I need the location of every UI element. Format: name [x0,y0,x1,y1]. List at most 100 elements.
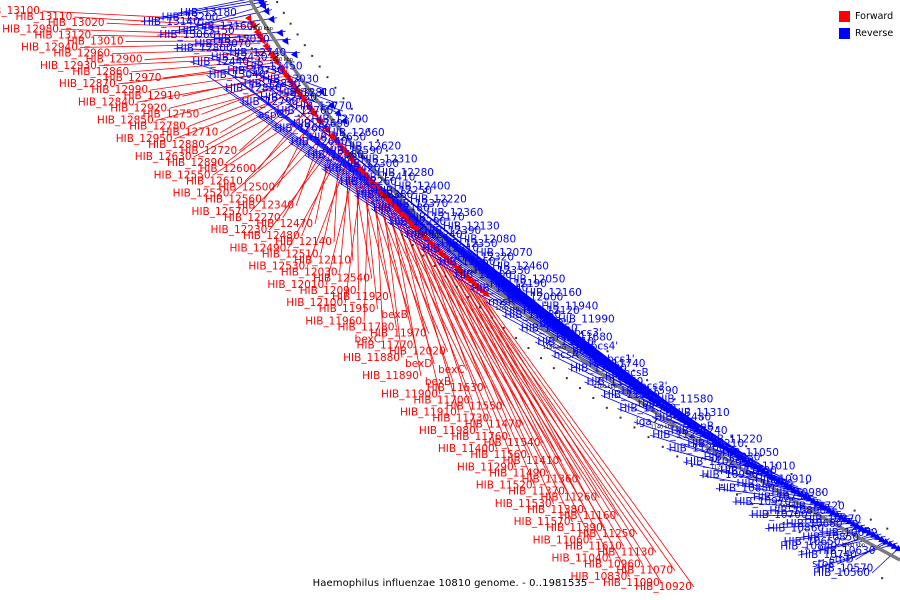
gene-label: HIB_12640 [291,136,348,148]
guide-dot [578,387,581,390]
label-leader [112,48,264,54]
guide-dot [326,76,329,79]
gene-label: HIB_12800 [176,43,233,55]
kbp-tick [499,300,504,305]
gene-label: HIB_12530 [248,261,305,273]
guide-dot [760,454,763,457]
guide-dot [552,367,555,370]
gene-arrow [890,542,899,549]
gene-label: HIB_11810 [537,336,594,348]
gene-label: HIB_12620 [344,140,401,152]
gene-label: HIB_12380 [357,189,414,201]
gene-label: HIB_12750 [143,108,200,120]
gene-label: HIB_12930 [40,60,97,72]
gene-label: HIB_10960 [584,559,641,571]
guide-dot [236,24,239,27]
gene-label: HIB_11540 [484,437,541,449]
gene-arrow [849,520,858,527]
guide-dot [490,316,493,319]
gene-label: HIB_11230 [652,429,709,441]
gene-features-layer [245,0,900,552]
label-leader [363,179,378,310]
guide-dot [568,321,571,324]
guide-dot [350,107,353,110]
guide-dot [502,326,505,329]
gene-arrow [861,526,870,534]
gene-label: HIB_10560 [813,567,870,579]
label-leader [201,81,287,115]
gene-label: HIB_11910 [400,407,457,419]
kbp-ticks-layer: 1300 kbp 1320 kbp 1300 kbp 1280 kbp 1260 kbp… [236,1,889,580]
label-leader [478,292,630,578]
gene-label: HIB_12280 [377,167,434,179]
gene-label: HIB_11310 [673,407,730,419]
label-leader [836,540,894,565]
gene-label: HIB_10870 [804,514,861,526]
guide-dot [444,275,447,278]
gene-labels-layer: HIB_13100HIB_13110HIB_13020HIB_12980HIB_… [0,5,878,593]
gene-label: HIB_12340 [237,200,294,212]
gene-label: HIB_10680 [786,518,843,530]
kbp-tick [654,418,658,423]
gene-label: HIB_12700 [311,114,368,126]
label-leader [225,103,303,164]
genome-caption: Haemophilus influenzae 10810 genome. - 0… [312,578,588,589]
gene-arrow [259,1,267,10]
label-leader [428,246,517,468]
label-leader [475,290,676,571]
label-leader [450,267,619,517]
gene-label: HIB_11370 [508,486,565,498]
gene-label: HIB_10920 [635,581,692,593]
guide-dot [243,36,246,39]
guide-dot [735,493,738,496]
kbp-tick-label: 1160 kbp [593,384,617,390]
gene-label: bexC [438,364,465,376]
guide-dot [701,417,704,420]
gene-arrow [878,535,887,543]
gene-label: HIB_12230 [211,224,268,236]
gene-label: HIB_12320 [457,251,514,263]
label-leader [420,239,498,450]
guide-dot [380,212,383,215]
label-leader [363,184,370,322]
gene-label: HIB_11250 [578,528,635,540]
kbp-tick-label: 1220 kbp [454,269,478,275]
gene-label: HIB_12200 [455,269,512,281]
guide-dot [273,81,276,84]
label-leader [765,522,861,529]
guide-dot [276,1,279,4]
gene-label: HIB_12310 [361,154,418,166]
label-leader [155,84,289,121]
label-leader [748,514,849,517]
gene-label: HIB_12260 [340,176,397,188]
guide-dot [864,568,867,571]
label-leader [447,264,587,511]
gene-label: HIB_12660 [328,127,385,139]
gene-arrow [245,14,252,23]
gene-label: HIB_10970 [734,496,791,508]
guide-dot [404,170,407,173]
gene-arrow [782,481,791,489]
gene-label: HIB_12780 [129,121,186,133]
gene-label: HIB_11630 [427,382,484,394]
guide-dot [730,435,733,438]
guide-dot [282,11,285,14]
gene-label: HIB_12210 [422,243,479,255]
gene-label: HIB_12680 [274,123,331,135]
label-leader [781,529,874,543]
gene-label: HIB_12980 [2,23,59,35]
guide-dot [687,407,690,410]
guide-dot [289,22,292,25]
kbp-tick [458,263,463,269]
gene-arrow [874,533,882,541]
gene-label: HIB_12540 [313,273,370,285]
gene-arrow [809,497,818,505]
gene-arrow [837,513,846,520]
label-leader [227,52,327,91]
gene-label: HIB_10700 [751,509,808,521]
gene-label: HIB_12760 [276,105,333,117]
gene-arrow [300,96,308,105]
gene-label: HIB_11260 [540,492,597,504]
gene-label: HIB_12830 [244,78,301,90]
label-leader [74,16,250,28]
